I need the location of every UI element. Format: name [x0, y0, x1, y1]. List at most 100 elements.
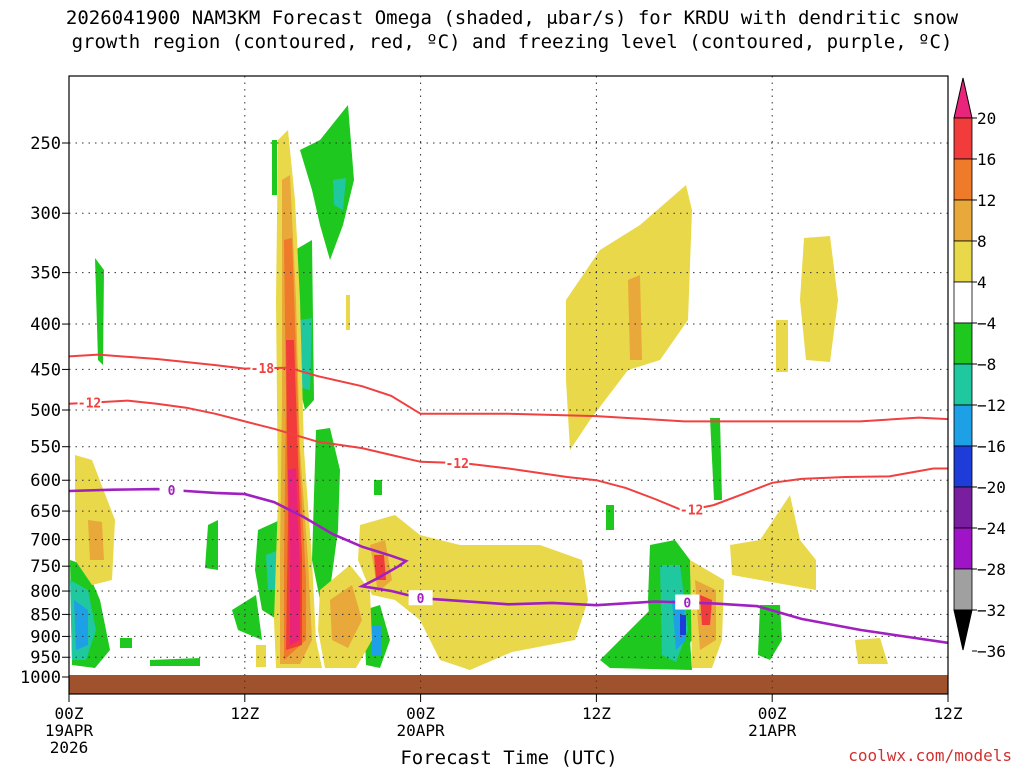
- omega-region-24: [758, 605, 782, 660]
- omega-region-17: [370, 625, 382, 655]
- y-tick-label-850: 850: [30, 605, 61, 625]
- y-tick-label-600: 600: [30, 471, 61, 491]
- colorbar: 20 16 12 8 4 −4 −8 −12 −16 −20 −24 −28 −32 −36: [953, 77, 1006, 661]
- contour-label-bg-3: [679, 501, 704, 517]
- colorbar-label-5: −4: [977, 314, 996, 333]
- colorbar-swatch-9: [953, 445, 973, 488]
- colorbar-label-12: −32: [977, 601, 1006, 620]
- contour-lines: -18 -12 -12 -12 0 0 0: [69, 353, 948, 645]
- colorbar-label-2: 12: [977, 191, 996, 210]
- y-tick-label-550: 550: [30, 438, 61, 458]
- contour-label-bg-5: [408, 590, 433, 606]
- colorbar-label-3: 8: [977, 232, 987, 251]
- x-tick-label-60-0: 12Z: [934, 704, 963, 723]
- omega-region-10: [205, 520, 218, 570]
- y-tick-label-400: 400: [30, 315, 61, 335]
- colorbar-label-9: −20: [977, 478, 1006, 497]
- colorbar-swatch-12: [953, 568, 973, 611]
- y-tick-label-700: 700: [30, 531, 61, 551]
- colorbar-min-triangle: [953, 609, 973, 651]
- colorbar-swatch-3: [953, 199, 973, 242]
- omega-region-32: [800, 236, 838, 362]
- x-tick-label-24-1: 20APR: [397, 721, 446, 740]
- colorbar-swatch-4: [953, 240, 973, 283]
- ground-terrain: [69, 675, 948, 694]
- contour-label-4: 0: [168, 484, 176, 499]
- contour-label-bg-0: [250, 360, 275, 376]
- omega-region-34: [730, 495, 816, 590]
- colorbar-swatch-7: [953, 363, 973, 406]
- omega-region-23: [710, 418, 722, 500]
- omega-region-0: [95, 258, 104, 365]
- x-tick-label-48-1: 21APR: [748, 721, 797, 740]
- colorbar-swatch-8: [953, 404, 973, 447]
- contour-label-bg-4: [159, 482, 184, 498]
- y-tick-label-650: 650: [30, 502, 61, 522]
- y-tick-label-250: 250: [30, 134, 61, 154]
- colorbar-label-13: −36: [977, 642, 1006, 661]
- colorbar-label-7: −12: [977, 396, 1006, 415]
- omega-region-25: [374, 480, 382, 495]
- x-tick-label-48-0: 00Z: [758, 704, 787, 723]
- omega-region-2: [300, 105, 354, 260]
- colorbar-swatch-5: [953, 281, 973, 324]
- contour-label-bg-6: [675, 594, 700, 610]
- colorbar-label-10: −24: [977, 519, 1006, 538]
- colorbar-label-8: −16: [977, 437, 1006, 456]
- colorbar-label-11: −28: [977, 560, 1006, 579]
- omega-region-3: [333, 178, 346, 210]
- y-tick-label-1000: 1000: [20, 668, 61, 688]
- contour-label-0: -18: [251, 362, 275, 377]
- plot-frame: [68, 75, 949, 695]
- title-line-2: growth region (contoured, red, ºC) and f…: [71, 31, 953, 53]
- contour-label-1: -12: [78, 397, 101, 412]
- y-tick-label-750: 750: [30, 557, 61, 577]
- omega-region-9: [232, 595, 262, 640]
- title-line-1: 2026041900 NAM3KM Forecast Omega (shaded…: [65, 7, 959, 29]
- omega-region-27: [75, 455, 115, 585]
- colorbar-swatch-11: [953, 527, 973, 570]
- x-tick-label-24-0: 00Z: [406, 704, 435, 723]
- omega-region-39: [358, 515, 588, 670]
- colorbar-max-triangle: [953, 77, 973, 119]
- y-tick-label-800: 800: [30, 582, 61, 602]
- colorbar-label-1: 16: [977, 150, 996, 169]
- pressure-axis: 2503003504004505005506006507007508008509…: [20, 134, 69, 688]
- omega-region-6: [312, 428, 340, 600]
- x-axis-label: Forecast Time (UTC): [400, 747, 617, 768]
- colorbar-label-0: 20: [977, 109, 996, 128]
- colorbar-label-4: 4: [977, 273, 987, 292]
- source-credit: coolwx.com/models: [848, 746, 1012, 765]
- x-tick-label-12-0: 12Z: [230, 704, 259, 723]
- omega-region-14: [120, 638, 132, 648]
- y-tick-label-450: 450: [30, 360, 61, 380]
- omega-region-33: [776, 320, 788, 372]
- contour-line-2: [69, 487, 948, 645]
- x-tick-label-0-2: 2026: [50, 738, 89, 757]
- omega-region-15: [150, 658, 200, 666]
- contour-label-2: -12: [445, 457, 468, 472]
- colorbar-swatch-2: [953, 158, 973, 201]
- omega-shading: [70, 105, 888, 670]
- omega-region-38: [330, 585, 362, 648]
- y-tick-label-500: 500: [30, 401, 61, 421]
- chart-title: 2026041900 NAM3KM Forecast Omega (shaded…: [0, 6, 1024, 54]
- contour-label-3: -12: [680, 504, 703, 519]
- y-tick-label-950: 950: [30, 648, 61, 668]
- contour-label-5: 0: [417, 592, 425, 607]
- omega-region-22: [680, 615, 686, 635]
- omega-region-44: [700, 595, 712, 625]
- contour-line-0: [69, 353, 948, 423]
- contour-label-bg-2: [445, 454, 470, 470]
- omega-region-35: [855, 638, 888, 664]
- y-tick-label-300: 300: [30, 204, 61, 224]
- colorbar-label-6: −8: [977, 355, 996, 374]
- contour-label-6: 0: [683, 597, 691, 612]
- omega-region-13: [74, 600, 88, 650]
- colorbar-swatch-10: [953, 486, 973, 529]
- contour-line-1: [69, 399, 948, 513]
- omega-region-36: [256, 645, 266, 667]
- omega-region-21: [672, 600, 686, 650]
